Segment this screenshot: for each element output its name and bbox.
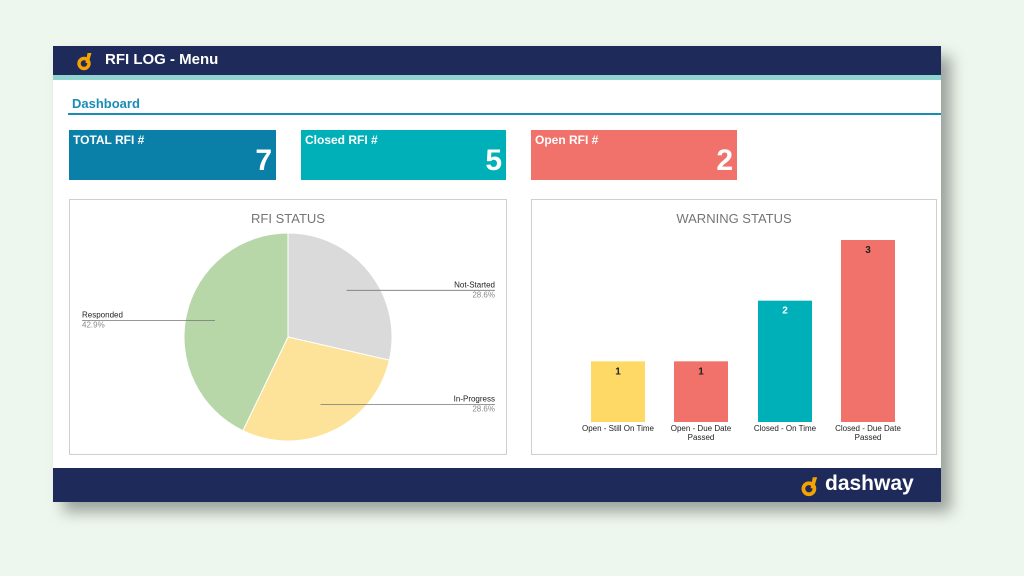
- pie-slice-percent: 28.6%: [472, 290, 495, 299]
- category-label: Open - Still On Time: [582, 424, 655, 433]
- bar[interactable]: [674, 361, 728, 422]
- category-label: Closed - On Time: [754, 424, 817, 433]
- category-label: Closed - Due Date: [835, 424, 901, 433]
- kpi-label: TOTAL RFI #: [73, 133, 145, 147]
- bar-value-label: 2: [782, 306, 788, 317]
- dashboard-window: RFI LOG - Menu Dashboard TOTAL RFI # 7 C…: [53, 46, 941, 502]
- pie-slice-label: In-Progress: [454, 394, 495, 403]
- pie-slice-label: Responded: [82, 310, 123, 319]
- rfi-status-pie-chart: Not-Started28.6%In-Progress28.6%Responde…: [82, 232, 495, 442]
- pie-slice-not-started[interactable]: [287, 232, 393, 361]
- pie-slice-responded[interactable]: [183, 232, 289, 432]
- warning-status-panel: WARNING STATUS 1 Open - Still On Time 1 Ope…: [531, 199, 937, 455]
- kpi-card-total-rfi: TOTAL RFI # 7: [69, 130, 276, 180]
- footer-bar: dashway: [53, 468, 941, 502]
- chart-title: WARNING STATUS: [676, 211, 792, 226]
- bar[interactable]: [758, 300, 812, 422]
- app-title: RFI LOG - Menu: [105, 51, 219, 68]
- pie-slice-percent: 42.9%: [82, 320, 105, 329]
- rfi-status-panel: RFI STATUS Not-Started 28.6% In-Progress 28…: [69, 199, 507, 455]
- pie-slice-label: Not-Started: [454, 280, 495, 289]
- kpi-card-open-rfi: Open RFI # 2: [531, 130, 737, 180]
- pie-slice-in-progress[interactable]: [242, 336, 390, 442]
- kpi-label: Open RFI #: [535, 133, 599, 147]
- brand-name: dashway: [825, 472, 914, 495]
- bar[interactable]: [591, 361, 645, 422]
- pie-slice-percent: 28.6%: [472, 404, 495, 413]
- dashway-logo-icon: [801, 477, 818, 497]
- kpi-label: Closed RFI #: [305, 133, 378, 147]
- bar-value-label: 1: [698, 366, 704, 377]
- bar-value-label: 3: [865, 245, 871, 256]
- kpi-value: 7: [255, 144, 272, 177]
- bar-value-label: 1: [615, 366, 621, 377]
- category-label: Open - Due Date: [671, 424, 732, 433]
- category-label: Passed: [688, 433, 715, 442]
- kpi-card-closed-rfi: Closed RFI # 5: [301, 130, 506, 180]
- category-label: Passed: [855, 433, 882, 442]
- kpi-value: 2: [716, 144, 733, 177]
- section-divider: [68, 113, 941, 115]
- bar[interactable]: [841, 240, 895, 422]
- chart-title: RFI STATUS: [251, 211, 325, 226]
- kpi-value: 5: [485, 144, 502, 177]
- dashway-logo-icon: [77, 53, 92, 71]
- header-accent-stripe: [53, 75, 941, 80]
- dashboard-tab[interactable]: Dashboard: [72, 96, 140, 111]
- top-bar: RFI LOG - Menu: [53, 46, 941, 75]
